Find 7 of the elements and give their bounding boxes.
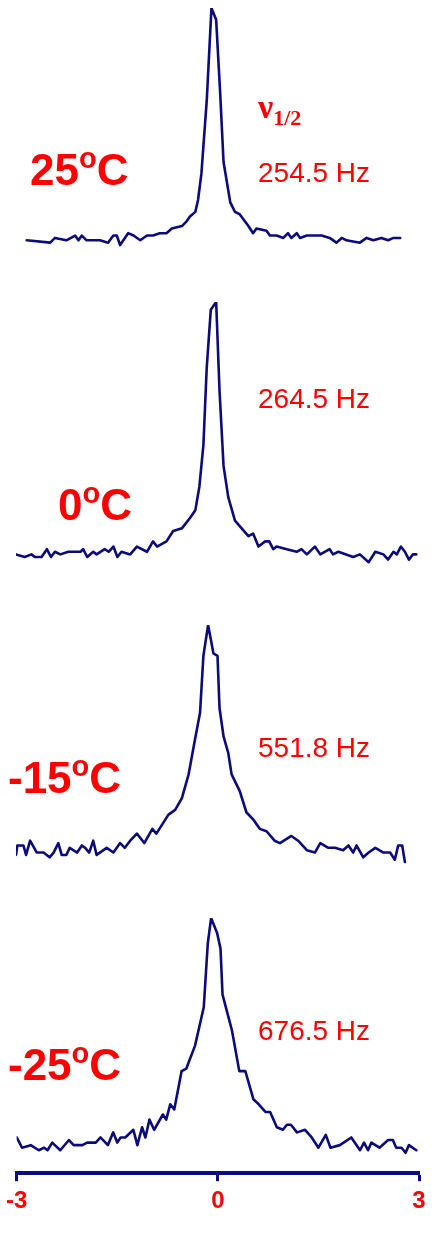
x-tick-label: -3	[6, 1186, 28, 1214]
x-tick-label: 0	[211, 1186, 225, 1214]
annotation: 676.5 Hz	[258, 1015, 371, 1046]
annotation: 254.5 Hz	[258, 157, 371, 188]
annotation: 551.8 Hz	[258, 732, 371, 763]
annotation: 264.5 Hz	[258, 383, 371, 414]
x-tick-label: 3	[412, 1186, 426, 1214]
